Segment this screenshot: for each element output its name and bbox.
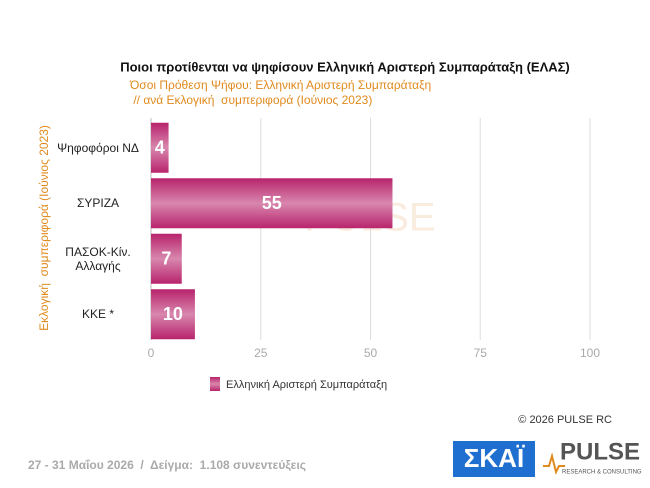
logo-box — [453, 441, 535, 477]
bar-shine — [151, 122, 169, 173]
legend-label: Ελληνική Αριστερή Συμπαράταξη — [226, 379, 387, 391]
bar-shine — [151, 233, 182, 284]
x-tick-label: 50 — [364, 346, 378, 360]
logo-pulse: PULSE — [560, 438, 640, 465]
bar-shine — [151, 178, 393, 229]
logo-skai: ΣΚΑΪ — [464, 443, 525, 473]
y-tick-label: ΠΑΣΟΚ-Κίν. Αλλαγής — [65, 244, 131, 273]
value-label: 7 — [161, 249, 171, 269]
value-label: 55 — [262, 193, 282, 213]
subtitle: // ανά Εκλογική συμπεριφορά (Ιούνιος 202… — [130, 93, 372, 107]
x-tick-label: 25 — [254, 346, 268, 360]
copyright: © 2026 PULSE RC — [518, 414, 612, 426]
legend-swatch-shine — [210, 377, 220, 391]
logo-pulse-icon — [543, 452, 565, 475]
footer: 27 - 31 Μαΐου 2026 / Δείγμα: 1.108 συνεν… — [28, 458, 306, 472]
logo-tagline: RESEARCH & CONSULTING — [562, 470, 642, 476]
chart-title: Ποιοι προτίθενται να ψηφίσουν Ελληνική Α… — [120, 59, 570, 74]
y-tick-label: ΣΥΡΙΖΑ — [76, 196, 120, 211]
value-label: 4 — [155, 138, 165, 158]
x-tick-label: 0 — [148, 346, 155, 360]
y-tick-label: ΚΚΕ * — [81, 307, 114, 322]
y-axis-label: Εκλογική συμπεριφορά (Ιούνιος 2023) — [37, 125, 51, 331]
y-tick-label: Ψηφοφόροι ΝΔ — [57, 140, 139, 155]
x-tick-label: 100 — [580, 346, 600, 360]
x-tick-label: 75 — [474, 346, 488, 360]
value-label: 10 — [163, 304, 183, 324]
bar-shine — [151, 289, 195, 340]
subtitle: Όσοι Πρόθεση Ψήφου: Ελληνική Αριστερή Συ… — [129, 78, 431, 92]
